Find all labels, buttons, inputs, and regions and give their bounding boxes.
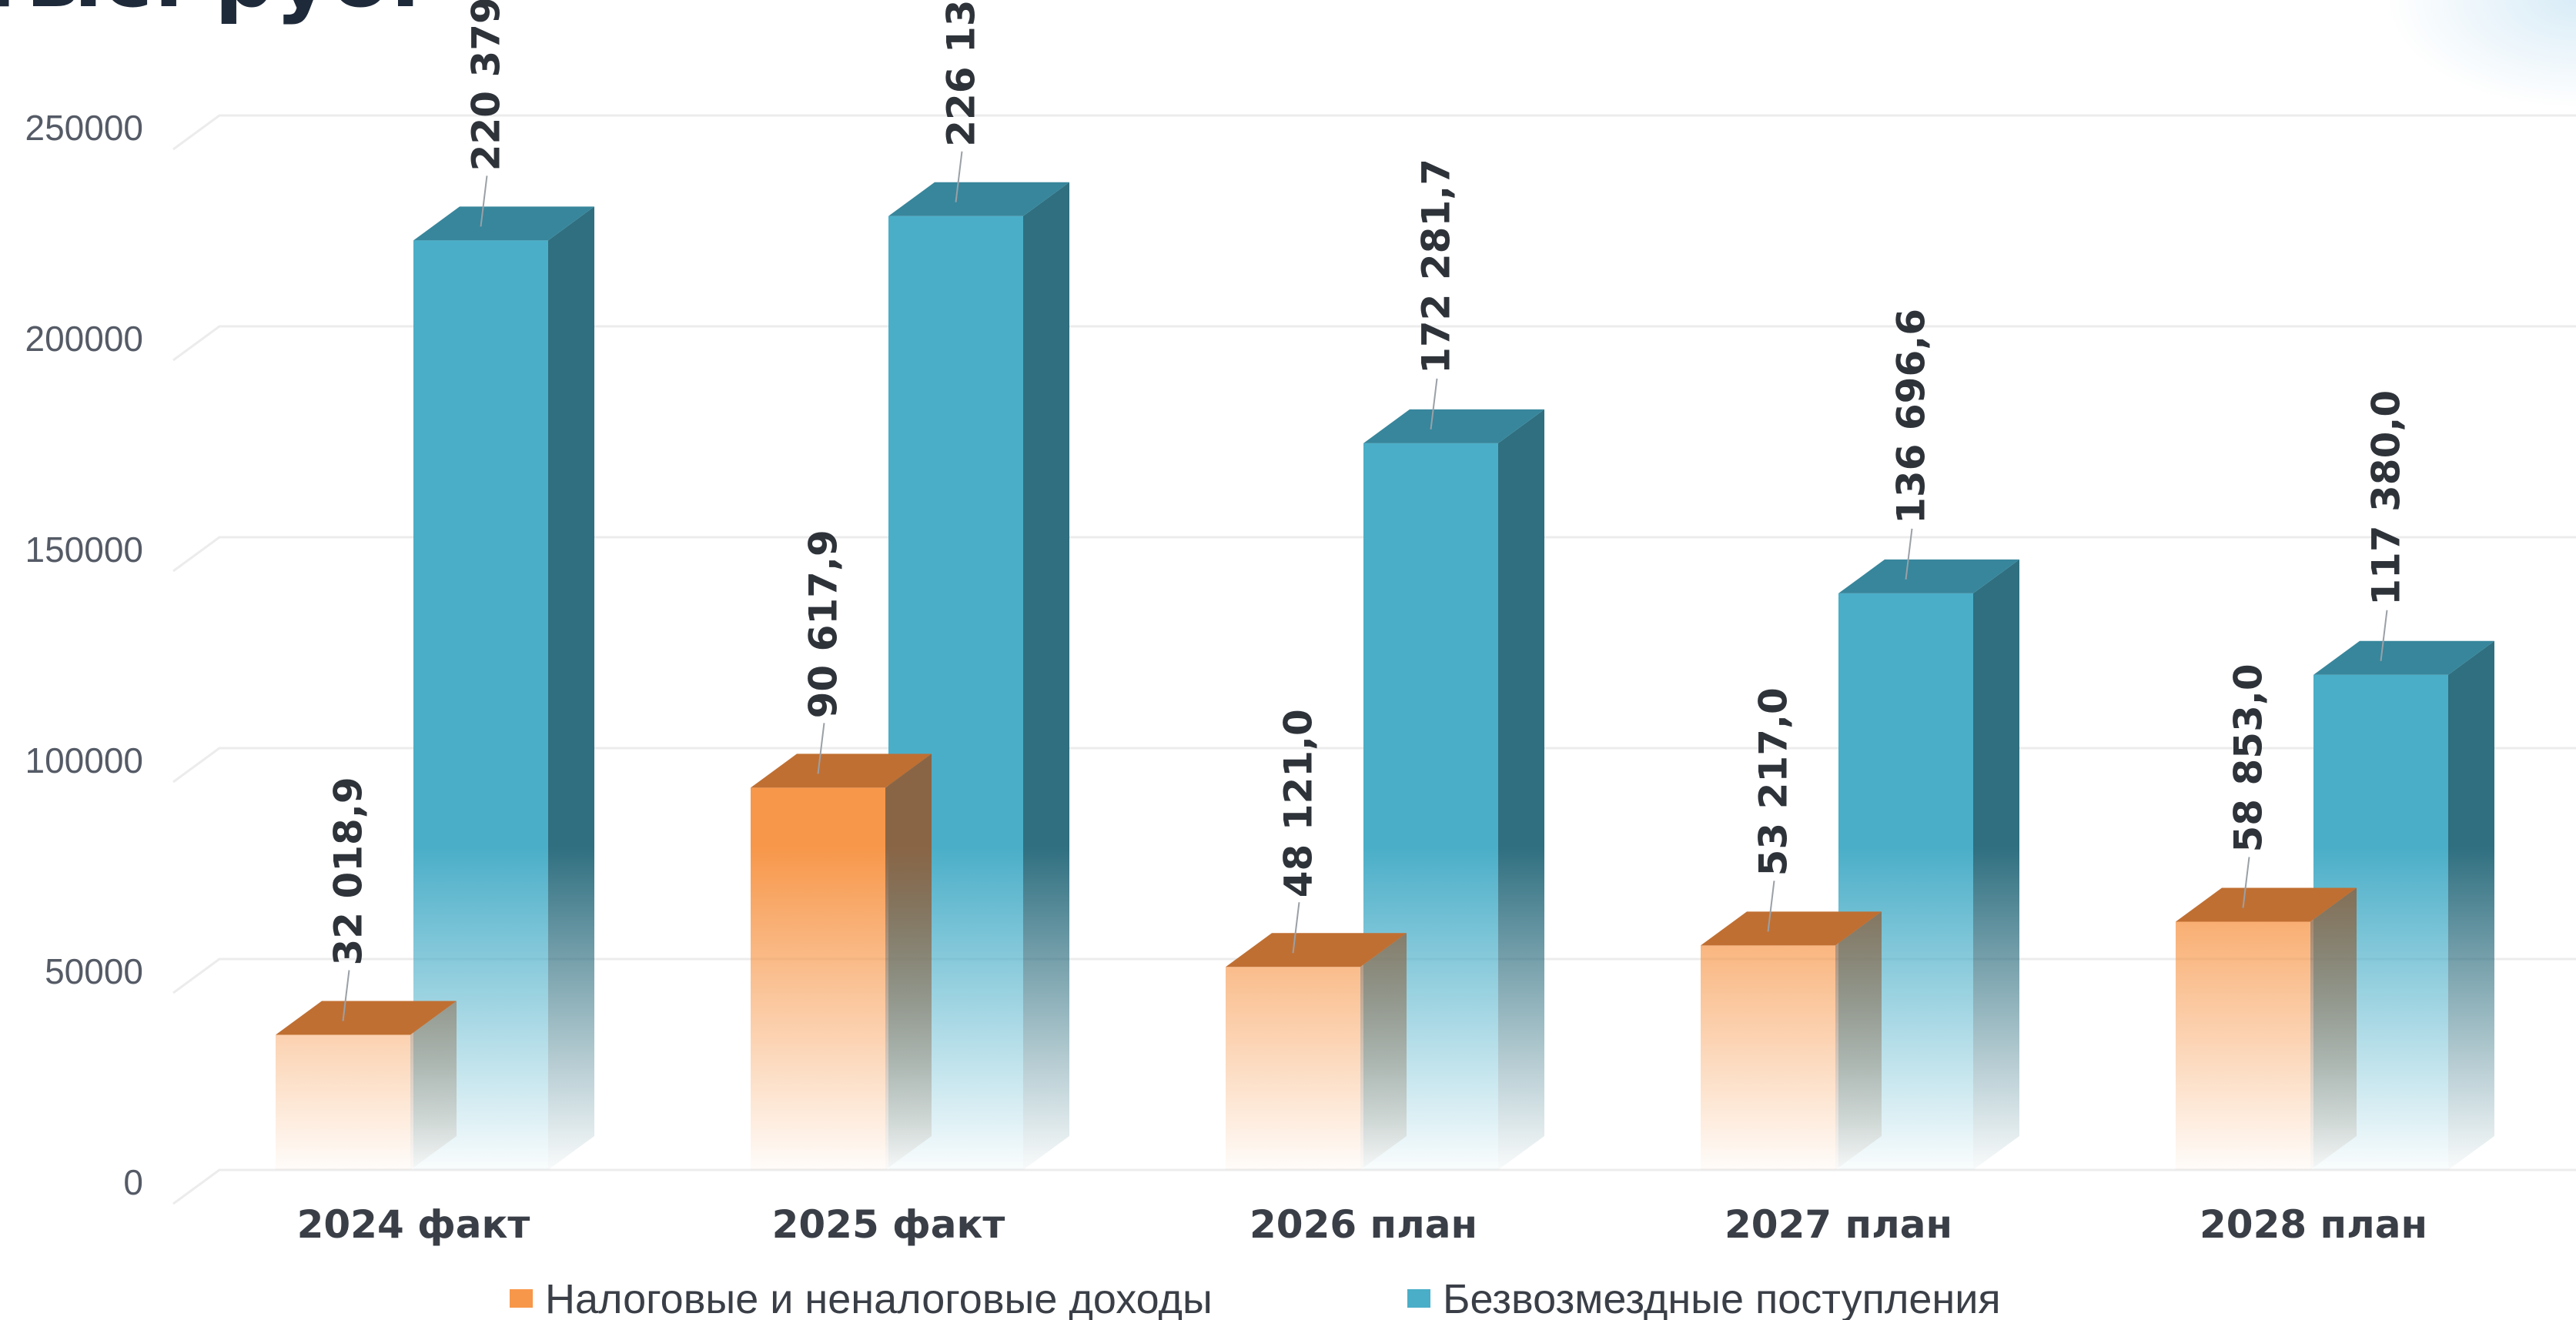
- x-category-label: 2027 план: [1725, 1202, 1952, 1247]
- value-label-tax: 32 018,9: [326, 777, 371, 965]
- leader-line: [342, 970, 350, 1021]
- value-label-gratuitous: 117 380,0: [2364, 390, 2409, 606]
- y-tick-label: 50000: [45, 951, 143, 991]
- leader-line: [817, 723, 825, 774]
- bar-tax: [1701, 911, 1882, 1170]
- value-label-tax: 53 217,0: [1751, 687, 1796, 876]
- y-tick-label: 150000: [25, 530, 144, 570]
- legend-label: Налоговые и неналоговые доходы: [545, 1276, 1213, 1320]
- legend-swatch: [1407, 1289, 1430, 1308]
- value-label-gratuitous: 172 281,7: [1414, 159, 1459, 374]
- value-label-gratuitous: 226 135,5: [939, 0, 984, 147]
- value-label-tax: 58 853,0: [2226, 663, 2271, 852]
- gridline: [172, 536, 2576, 573]
- legend-item-gratuitous: Безвозмездные поступления: [1407, 1276, 2001, 1320]
- leader-line: [1905, 528, 1913, 580]
- leader-line: [2380, 610, 2388, 661]
- value-label-gratuitous: 136 696,6: [1889, 309, 1934, 524]
- x-category-label: 2025 факт: [772, 1202, 1005, 1247]
- leader-line: [1292, 902, 1300, 954]
- y-tick-label: 0: [123, 1162, 143, 1202]
- value-label-tax: 48 121,0: [1276, 709, 1321, 897]
- value-label-gratuitous: 220 379,6: [464, 0, 509, 171]
- x-category-label: 2028 план: [2200, 1202, 2427, 1247]
- leader-line: [955, 151, 963, 202]
- chart-title-fragment: тыс. руб.: [0, 0, 422, 26]
- bar-tax: [2176, 887, 2357, 1170]
- x-category-label: 2026 план: [1250, 1202, 1477, 1247]
- gridline: [172, 1168, 2576, 1205]
- bar-tax: [276, 1001, 457, 1170]
- gridline: [172, 747, 2576, 784]
- y-tick-label: 200000: [25, 319, 144, 359]
- legend-item-tax: Налоговые и неналоговые доходы: [510, 1276, 1213, 1320]
- leader-line: [2242, 857, 2250, 908]
- legend-swatch: [510, 1289, 533, 1308]
- x-category-label: 2024 факт: [297, 1202, 530, 1247]
- legend-label: Безвозмездные поступления: [1443, 1276, 2001, 1320]
- bar-tax: [751, 754, 932, 1170]
- gridline: [172, 114, 2576, 151]
- leader-line: [480, 175, 488, 227]
- corner-decoration: [2387, 0, 2576, 108]
- bar-tax: [1226, 933, 1407, 1170]
- leader-line: [1430, 378, 1438, 430]
- y-tick-label: 100000: [25, 740, 144, 780]
- gridline: [172, 325, 2576, 362]
- value-label-tax: 90 617,9: [801, 530, 846, 718]
- leader-line: [1767, 881, 1775, 932]
- y-tick-label: 250000: [25, 108, 144, 148]
